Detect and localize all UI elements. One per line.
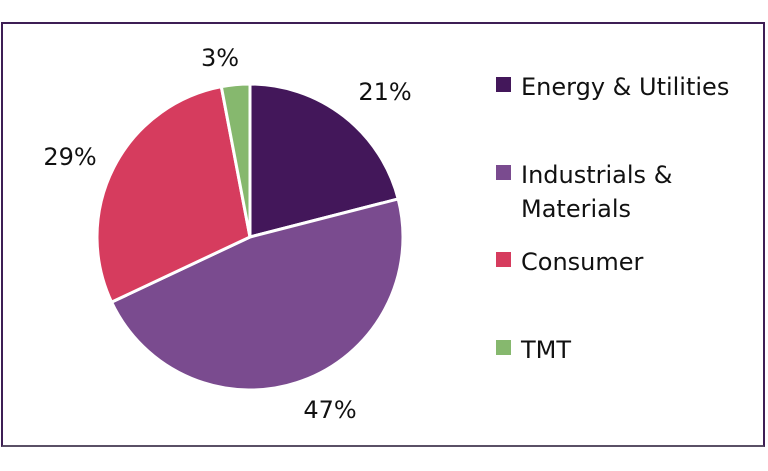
data-label-energy: 21% bbox=[358, 78, 412, 106]
legend-item-tmt: TMT bbox=[496, 333, 756, 367]
legend-swatch bbox=[496, 165, 511, 180]
legend-item-industrials: Industrials & Materials bbox=[496, 158, 686, 226]
legend-item-consumer: Consumer bbox=[496, 245, 756, 279]
legend-label: Industrials & Materials bbox=[521, 161, 673, 223]
chart-frame bbox=[1, 22, 765, 447]
legend-item-energy: Energy & Utilities bbox=[496, 70, 756, 104]
legend-label: TMT bbox=[521, 336, 572, 364]
data-label-consumer: 29% bbox=[43, 143, 97, 171]
data-label-industrials: 47% bbox=[303, 396, 357, 424]
pie-slice-tmt bbox=[219, 82, 252, 238]
legend-label: Consumer bbox=[521, 248, 644, 276]
legend-swatch bbox=[496, 77, 511, 92]
pie-slice-consumer bbox=[95, 84, 252, 305]
legend-swatch bbox=[496, 340, 511, 355]
pie-slice-energy bbox=[248, 82, 401, 239]
pie-slice-industrials bbox=[109, 197, 405, 392]
legend-swatch bbox=[496, 252, 511, 267]
legend-label: Energy & Utilities bbox=[521, 73, 730, 101]
data-label-tmt: 3% bbox=[200, 44, 240, 72]
